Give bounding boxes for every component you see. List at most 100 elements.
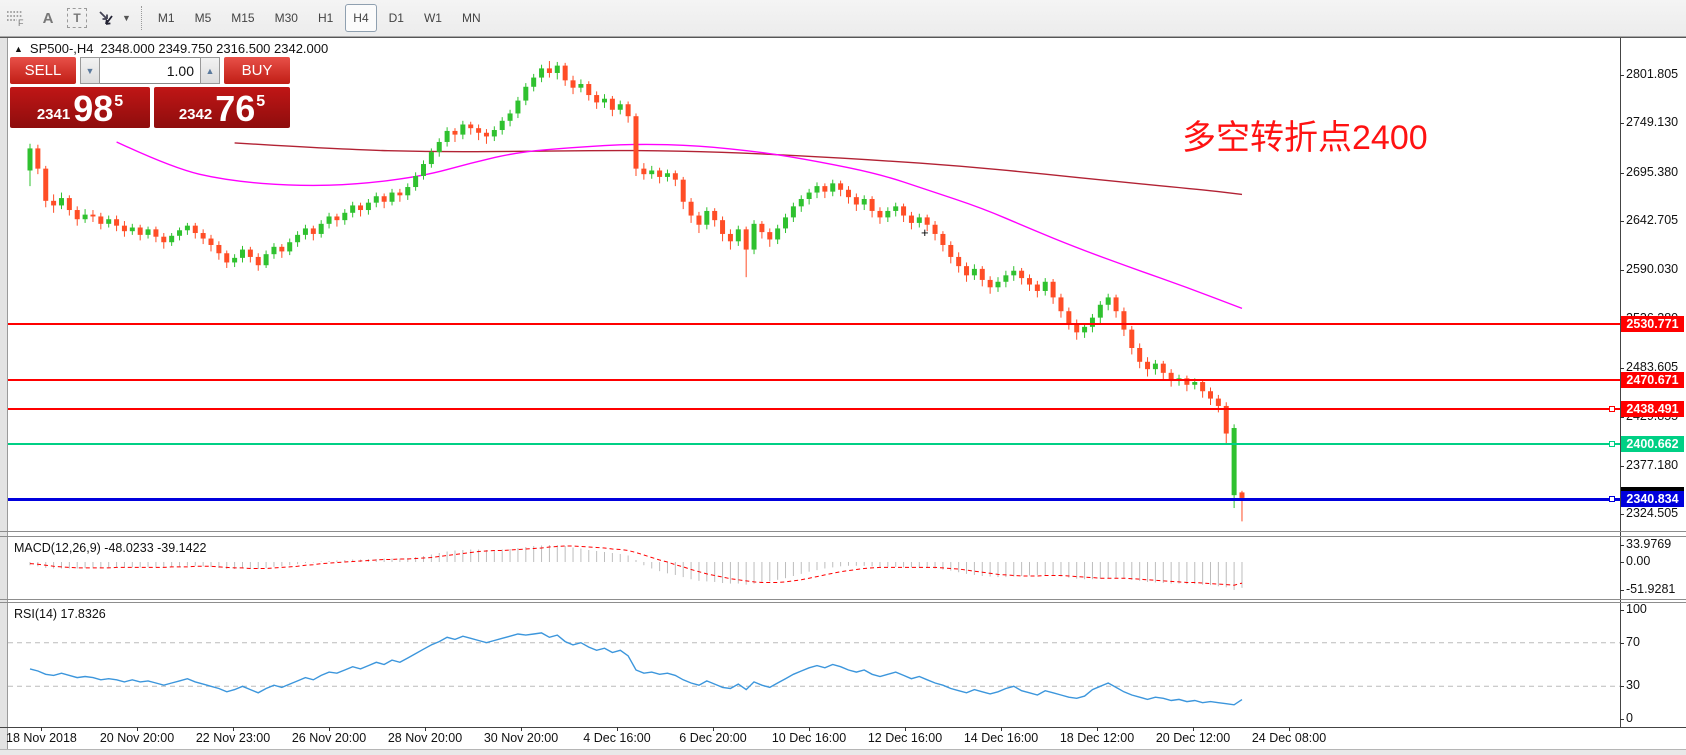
- candle-body: [1058, 297, 1064, 312]
- candle-body: [1105, 297, 1111, 305]
- macd-signal-line: [29, 545, 1243, 586]
- candle-body: [1089, 317, 1095, 327]
- time-tick: [1001, 727, 1002, 731]
- sell-button[interactable]: SELL: [10, 57, 76, 84]
- macd-pane-canvas[interactable]: [8, 537, 1620, 599]
- arrows-tool-icon[interactable]: [93, 5, 119, 31]
- candle-body: [546, 68, 552, 73]
- macd-rsi-separator-top[interactable]: [0, 599, 1686, 600]
- timeframe-button-d1[interactable]: D1: [388, 11, 404, 25]
- candle-body: [444, 130, 450, 142]
- timeframe-button-mn[interactable]: MN: [461, 11, 481, 25]
- hline-handle-2438.491[interactable]: [1609, 406, 1615, 412]
- one-click-trading-panel: SELL ▼ 1.00 ▲ BUY 2341 98 5 2342 76 5: [10, 57, 290, 128]
- candle-body: [885, 210, 891, 218]
- toolbar-grip-f-icon[interactable]: F: [3, 5, 29, 31]
- macd-rsi-separator-bottom[interactable]: [0, 602, 1686, 603]
- chart-annotation-text[interactable]: 多空转折点2400: [1182, 119, 1428, 157]
- sell-price-display[interactable]: 2341 98 5: [10, 87, 150, 128]
- left-splitter-strip[interactable]: [0, 38, 8, 749]
- main-macd-separator-top[interactable]: [0, 531, 1686, 532]
- timeframe-button-m30[interactable]: M30: [274, 11, 298, 25]
- candle-body: [1129, 329, 1135, 348]
- cursor-cross-icon: +: [921, 225, 929, 240]
- candle-body: [452, 130, 458, 135]
- candle-body: [594, 95, 600, 103]
- candle-body: [436, 141, 442, 153]
- candle-body: [58, 198, 64, 206]
- hline-handle-2400.662[interactable]: [1609, 441, 1615, 447]
- candle-body: [562, 65, 568, 81]
- hline-2438.491[interactable]: [8, 408, 1620, 410]
- macd-tick: [1620, 545, 1624, 546]
- time-tick: [1193, 727, 1194, 731]
- svg-text:F: F: [18, 18, 24, 28]
- timeframe-button-h1[interactable]: H1: [317, 11, 334, 25]
- timeframe-button-h4[interactable]: H4: [345, 4, 377, 32]
- timeframe-button-m1[interactable]: M1: [157, 11, 175, 25]
- timeframe-button-w1[interactable]: W1: [423, 11, 442, 25]
- candle-body: [838, 183, 844, 190]
- timeframe-button-m15[interactable]: M15: [231, 11, 255, 25]
- dropdown-caret-icon[interactable]: ▼: [122, 13, 131, 23]
- text-label-tool-icon[interactable]: A: [42, 9, 54, 27]
- candle-body: [704, 210, 710, 225]
- sell-price-integer: 2341: [36, 106, 71, 123]
- candle-body: [1137, 347, 1143, 362]
- candle-body: [649, 170, 655, 175]
- price-badge-2438.491: 2438.491: [1621, 401, 1684, 417]
- candle-body: [554, 65, 560, 73]
- price-tick: [1620, 417, 1624, 418]
- ma-slow-line: [234, 142, 1243, 196]
- buy-button[interactable]: BUY: [224, 57, 290, 84]
- candle-body: [657, 170, 663, 177]
- price-tick: [1620, 173, 1624, 174]
- price-axis-label-2749.130: 2749.130: [1626, 115, 1679, 129]
- hline-handle-2340.834[interactable]: [1609, 496, 1615, 502]
- buy-price-pip: 5: [256, 93, 266, 110]
- hline-2340.834[interactable]: [8, 498, 1620, 501]
- candle-body: [1184, 378, 1190, 385]
- candle-body: [35, 148, 41, 169]
- time-axis-label-5: 30 Nov 20:00: [483, 731, 559, 745]
- rsi-axis-label-30: 30: [1626, 678, 1640, 692]
- timeframe-button-m5[interactable]: M5: [194, 11, 212, 25]
- time-tick: [1097, 727, 1098, 731]
- candle-body: [1152, 363, 1158, 370]
- candle-body: [43, 168, 49, 201]
- candle-body: [1121, 311, 1127, 330]
- rsi-pane-canvas[interactable]: [8, 603, 1620, 727]
- hline-2470.671[interactable]: [8, 379, 1620, 381]
- hline-2400.662[interactable]: [8, 443, 1620, 445]
- plot-right-border: [1620, 38, 1621, 727]
- candle-body: [295, 234, 301, 243]
- time-tick: [137, 727, 138, 731]
- candle-body: [137, 227, 143, 235]
- candle-body: [1011, 270, 1017, 276]
- time-axis-label-1: 20 Nov 20:00: [99, 731, 175, 745]
- price-axis-label-2324.505: 2324.505: [1626, 506, 1679, 520]
- candlestick-chart-canvas[interactable]: [8, 38, 1620, 531]
- main-macd-separator-bottom[interactable]: [0, 536, 1686, 537]
- candle-body: [720, 220, 726, 234]
- time-axis-border: [0, 727, 1686, 728]
- candle-body: [153, 229, 159, 237]
- candle-body: [1034, 284, 1040, 291]
- volume-input[interactable]: 1.00: [100, 57, 200, 84]
- text-box-tool-icon[interactable]: T: [67, 8, 87, 28]
- ohlc-values: 2348.000 2349.750 2316.500 2342.000: [100, 41, 329, 56]
- volume-decrease-button[interactable]: ▼: [80, 57, 100, 84]
- candle-body: [987, 279, 993, 288]
- collapse-triangle-icon[interactable]: ▲: [14, 43, 23, 54]
- price-axis-label-2801.805: 2801.805: [1626, 67, 1679, 81]
- candle-body: [468, 124, 474, 129]
- price-axis-label-2377.180: 2377.180: [1626, 458, 1679, 472]
- buy-price-display[interactable]: 2342 76 5: [154, 87, 290, 128]
- hline-2530.771[interactable]: [8, 323, 1620, 325]
- candle-body: [491, 130, 497, 137]
- candle-body: [783, 217, 789, 229]
- candle-body: [735, 229, 741, 242]
- candle-body: [1200, 382, 1206, 392]
- volume-increase-button[interactable]: ▲: [200, 57, 220, 84]
- candle-body: [712, 210, 718, 221]
